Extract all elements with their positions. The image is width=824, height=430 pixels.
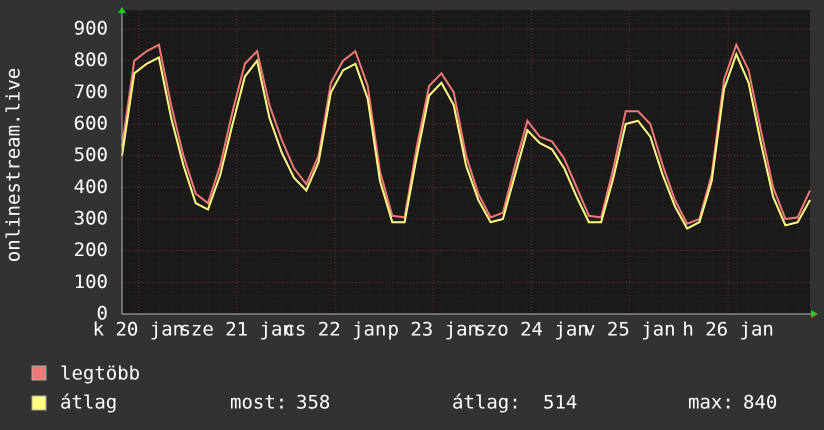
legend-swatch xyxy=(31,395,47,411)
x-tick-label: p 23 jan xyxy=(387,319,479,341)
stat-label: átlag: xyxy=(452,392,521,414)
y-tick-label: 0 xyxy=(97,303,108,325)
stat-label: most: xyxy=(230,392,287,414)
stat-value: 840 xyxy=(743,392,777,414)
y-tick-label: 600 xyxy=(74,113,108,135)
y-tick-label: 400 xyxy=(74,176,108,198)
y-tick-label: 900 xyxy=(74,18,108,40)
stat-value: 358 xyxy=(296,392,330,414)
stat-label: max: xyxy=(688,392,734,414)
legend-label: átlag xyxy=(60,392,117,414)
y-tick-label: 100 xyxy=(74,271,108,293)
x-tick-label: szo 24 jan xyxy=(474,319,588,341)
series-line xyxy=(121,42,811,226)
x-tick-label: k 20 jan xyxy=(93,319,185,341)
y-tick-label: 200 xyxy=(74,239,108,261)
y-tick-label: 700 xyxy=(74,81,108,103)
x-tick-label: h 26 jan xyxy=(682,319,774,341)
y-tick-label: 500 xyxy=(74,144,108,166)
x-tick-label: sze 21 jan xyxy=(179,319,293,341)
x-tick-label: v 25 jan xyxy=(584,319,676,341)
x-arrow xyxy=(811,310,818,318)
y-arrow xyxy=(118,7,126,13)
y-tick-label: 800 xyxy=(74,49,108,71)
x-tick-label: cs 22 jan xyxy=(283,319,386,341)
stat-value: 514 xyxy=(543,392,577,414)
series-line xyxy=(121,51,811,230)
y-axis-label: onlinestream.live xyxy=(3,68,25,262)
legend-swatch xyxy=(31,365,47,381)
legend-label: legtöbb xyxy=(60,363,140,385)
y-tick-label: 300 xyxy=(74,208,108,230)
